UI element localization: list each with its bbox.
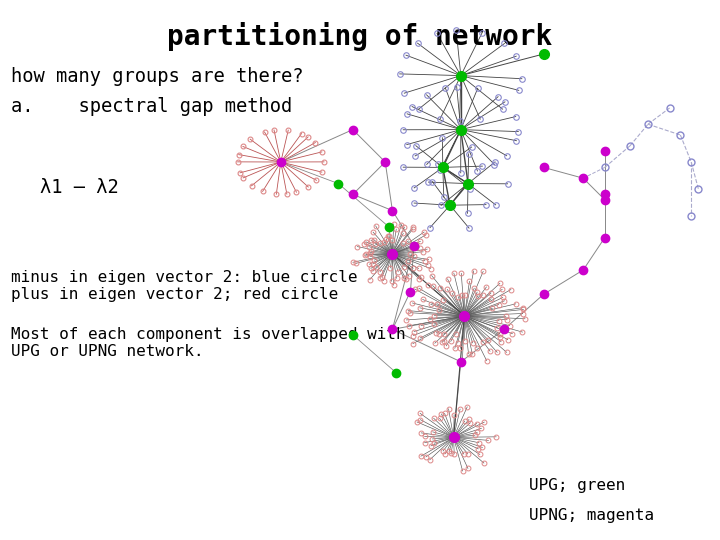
Text: partitioning of network: partitioning of network [167, 22, 553, 51]
Text: UPNG; magenta: UPNG; magenta [529, 508, 654, 523]
Text: minus in eigen vector 2: blue circle
plus in eigen vector 2; red circle: minus in eigen vector 2: blue circle plu… [11, 270, 357, 302]
Text: λ1 – λ2: λ1 – λ2 [40, 178, 118, 197]
Text: how many groups are there?: how many groups are there? [11, 68, 303, 86]
Text: Most of each component is overlapped with
UPG or UPNG network.: Most of each component is overlapped wit… [11, 327, 405, 359]
Text: UPG; green: UPG; green [529, 478, 626, 493]
Text: a.    spectral gap method: a. spectral gap method [11, 97, 292, 116]
